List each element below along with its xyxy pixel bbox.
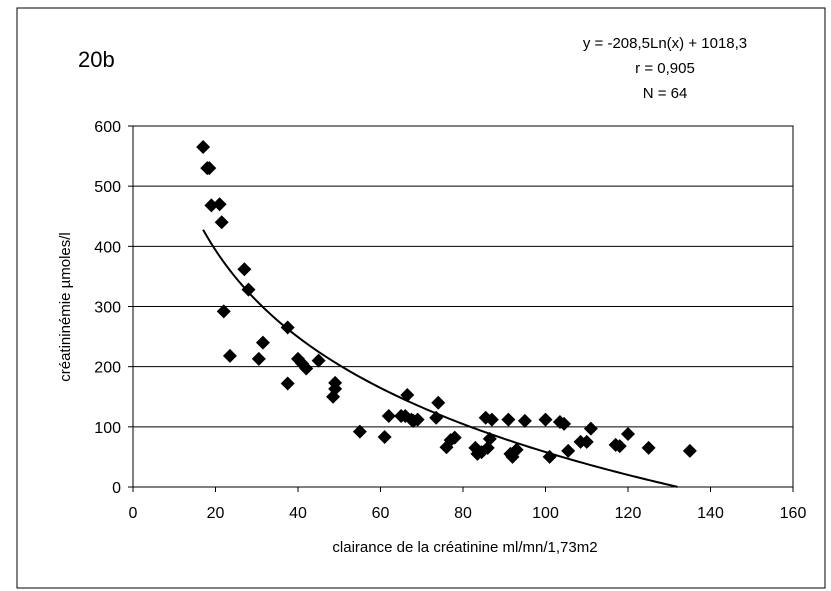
data-point — [237, 262, 252, 277]
chart-frame — [16, 7, 826, 589]
y-tick-label: 400 — [94, 239, 121, 256]
x-tick-label: 100 — [532, 505, 559, 522]
panel-label: 20b — [78, 47, 115, 72]
data-point — [429, 410, 444, 425]
x-tick-label: 120 — [615, 505, 642, 522]
data-point — [579, 434, 594, 449]
x-tick-label: 80 — [454, 505, 472, 522]
data-point — [214, 215, 229, 230]
data-point — [641, 440, 656, 455]
grid-layer — [133, 185, 793, 428]
data-point — [501, 412, 516, 427]
data-point — [621, 427, 635, 442]
data-point — [447, 430, 462, 445]
data-point — [216, 304, 231, 319]
data-point — [311, 353, 326, 368]
data-point — [204, 198, 219, 213]
regression-r: r = 0,905 — [635, 60, 695, 77]
x-tick-label: 0 — [129, 505, 138, 522]
data-point — [561, 443, 576, 458]
x-tick-label: 140 — [697, 505, 724, 522]
tick-layer: 0 100 200 300 400 500 600 0 20 40 60 80 100 120 140 160 — [94, 119, 806, 522]
data-point — [484, 412, 499, 427]
data-point — [280, 376, 295, 391]
x-tick-label: 20 — [207, 505, 225, 522]
data-point — [196, 140, 211, 155]
data-point — [410, 412, 425, 427]
data-point — [509, 442, 524, 457]
y-tick-label: 200 — [94, 360, 121, 377]
data-point — [482, 431, 497, 446]
regression-equation: y = -208,5Ln(x) + 1018,3 — [583, 35, 747, 52]
data-point — [255, 335, 270, 350]
data-point — [241, 282, 256, 297]
data-point — [682, 443, 697, 458]
data-point — [352, 424, 367, 439]
data-point — [583, 421, 598, 436]
data-point — [202, 161, 217, 176]
point-layer — [196, 140, 697, 464]
data-point — [400, 387, 415, 402]
data-point — [299, 361, 314, 376]
x-axis-title: clairance de la créatinine ml/mn/1,73m2 — [332, 539, 597, 556]
data-point — [222, 348, 237, 363]
y-tick-label: 600 — [94, 119, 121, 136]
data-point — [328, 375, 343, 390]
regression-n: N = 64 — [643, 85, 688, 102]
y-tick-label: 500 — [94, 179, 121, 196]
data-point — [557, 416, 572, 431]
x-tick-label: 60 — [372, 505, 390, 522]
data-point — [377, 430, 392, 445]
data-point — [431, 395, 446, 410]
x-tick-label: 40 — [289, 505, 307, 522]
data-point — [212, 197, 227, 212]
y-axis-title: créatininémie µmoles/l — [57, 232, 74, 382]
data-point — [280, 320, 295, 335]
data-point — [538, 412, 553, 427]
data-point — [517, 413, 532, 428]
y-tick-label: 100 — [94, 420, 121, 437]
data-point — [542, 449, 557, 464]
x-tick-label: 160 — [780, 505, 807, 522]
data-point — [381, 409, 396, 424]
data-point — [251, 351, 266, 366]
y-tick-label: 0 — [112, 480, 121, 497]
data-point — [612, 439, 627, 454]
y-tick-label: 300 — [94, 300, 121, 317]
